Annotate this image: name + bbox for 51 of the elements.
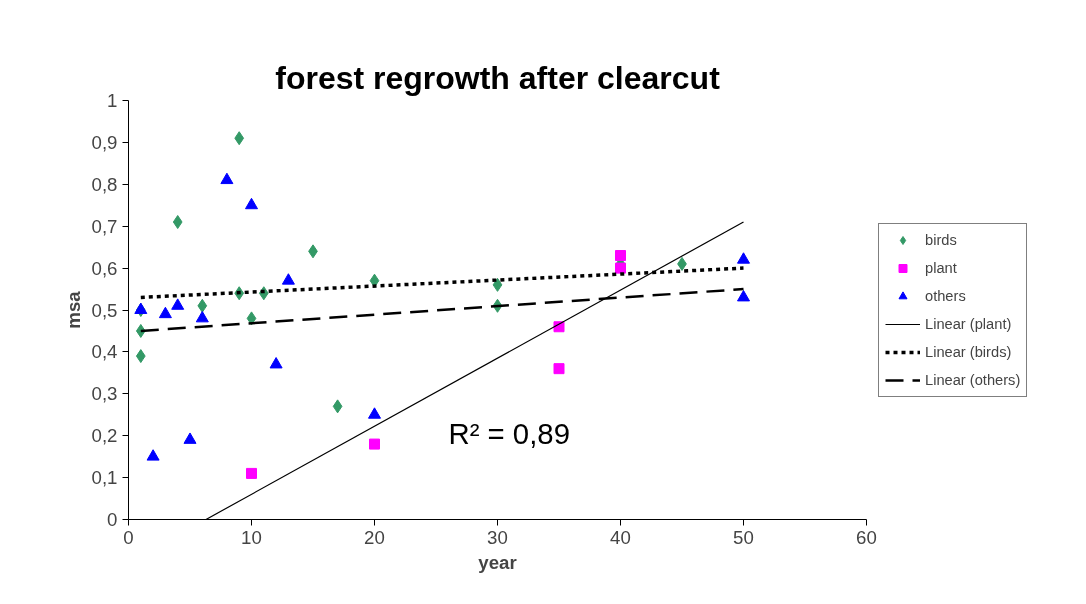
- y-tick-label: 0,7: [91, 215, 118, 237]
- y-tick-label: 0: [107, 509, 118, 530]
- chart-title: forest regrowth after clearcut: [275, 59, 721, 96]
- x-tick-label: 40: [610, 526, 631, 548]
- point: [737, 290, 750, 302]
- point: [135, 349, 146, 364]
- x-tick-label: 30: [487, 526, 508, 548]
- x-tick-label: 0: [123, 526, 134, 548]
- x-tick-label: 20: [364, 526, 385, 548]
- y-tick-label: 0,5: [91, 299, 118, 321]
- point: [246, 467, 257, 479]
- y-tick-label: 1: [107, 90, 118, 111]
- y-axis-title: msa: [62, 290, 84, 329]
- y-tick-label: 0,8: [91, 173, 118, 195]
- x-tick-label: 50: [733, 526, 754, 548]
- point: [171, 298, 185, 310]
- x-axis-title: year: [478, 551, 517, 573]
- annotation: R² = 0,89: [448, 416, 570, 450]
- point: [492, 277, 503, 292]
- legend-label: plant: [925, 259, 957, 276]
- point: [615, 250, 626, 262]
- y-tick-label: 0,3: [91, 383, 118, 405]
- point: [220, 172, 234, 185]
- point: [195, 310, 209, 323]
- legend-label: Linear (others): [925, 371, 1021, 388]
- legend-label: Linear (plant): [925, 315, 1012, 332]
- y-tick-label: 0,2: [91, 425, 118, 447]
- point: [281, 273, 295, 285]
- point: [737, 252, 750, 264]
- point: [172, 215, 183, 230]
- point: [158, 306, 172, 319]
- point: [245, 197, 258, 210]
- y-tick-label: 0,4: [91, 341, 118, 363]
- point: [553, 363, 565, 375]
- y-tick-label: 0,1: [91, 467, 118, 489]
- legend-label: others: [925, 287, 966, 304]
- point: [332, 399, 343, 414]
- legend-label: birds: [925, 231, 957, 248]
- point: [368, 407, 381, 419]
- legend-label: Linear (birds): [925, 343, 1012, 360]
- point: [269, 357, 283, 369]
- point: [615, 262, 626, 274]
- point: [369, 438, 380, 450]
- point: [183, 432, 197, 444]
- point: [146, 449, 160, 461]
- x-tick-label: 60: [856, 526, 877, 548]
- point: [234, 131, 245, 146]
- y-tick-label: 0,6: [91, 257, 118, 279]
- x-tick-label: 10: [241, 526, 262, 548]
- y-tick-label: 0,9: [91, 131, 118, 153]
- point: [197, 298, 208, 313]
